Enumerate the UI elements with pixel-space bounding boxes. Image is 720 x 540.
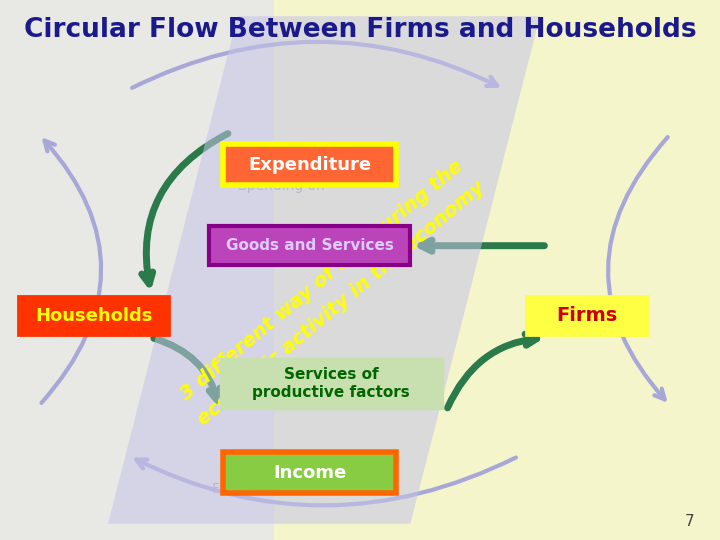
Text: Income: Income [273, 463, 346, 482]
Text: Spending on: Spending on [238, 179, 325, 193]
Text: Expenditure: Expenditure [248, 156, 372, 174]
FancyBboxPatch shape [223, 453, 396, 492]
Text: Factor incomes: Factor incomes [212, 482, 318, 496]
Text: Goods and Services: Goods and Services [225, 238, 394, 253]
Text: 3 different way of measuring the
economic activity in the economy: 3 different way of measuring the economi… [174, 154, 488, 429]
FancyBboxPatch shape [18, 296, 169, 335]
FancyBboxPatch shape [220, 357, 443, 409]
FancyBboxPatch shape [526, 296, 648, 335]
FancyBboxPatch shape [209, 226, 410, 265]
Text: Households: Households [35, 307, 153, 325]
FancyBboxPatch shape [0, 0, 274, 540]
Polygon shape [108, 16, 540, 524]
FancyBboxPatch shape [223, 145, 396, 185]
Text: 7: 7 [685, 514, 695, 529]
Text: Firms: Firms [556, 306, 618, 326]
Text: Services of
productive factors: Services of productive factors [252, 367, 410, 400]
Text: Goods and Services: Goods and Services [212, 255, 349, 269]
Text: Circular Flow Between Firms and Households: Circular Flow Between Firms and Househol… [24, 17, 696, 43]
